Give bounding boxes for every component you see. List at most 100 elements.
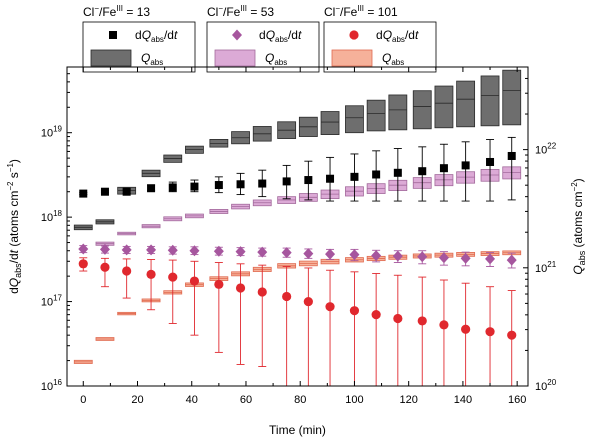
qabs-box-1 <box>434 85 454 129</box>
rate-point-square <box>304 176 313 185</box>
rate-point-square <box>79 189 88 198</box>
qabs-box-1 <box>412 90 432 130</box>
rate-point-diamond <box>485 253 496 265</box>
legend-rate-label: dQabs/dt <box>135 28 178 44</box>
legend-marker-square <box>109 31 117 39</box>
qabs-box-1 <box>388 94 408 131</box>
rate-point-diamond <box>417 251 428 263</box>
x-tick-label: 140 <box>454 394 472 406</box>
rate-point-square <box>418 167 427 176</box>
rate-point-circle <box>349 306 360 316</box>
rate-point-circle <box>257 287 267 297</box>
legend-title-1: Cl−/FeIII = 13 <box>83 4 150 19</box>
rate-point-square <box>461 161 470 170</box>
rate-markers <box>78 151 517 340</box>
rate-point-diamond <box>438 252 449 264</box>
rate-point-diamond <box>325 248 336 260</box>
axes: 0 20 40 60 80 100 120 140 160 Time (min) 1016 1017 1… <box>6 66 587 437</box>
rate-point-circle <box>282 291 292 302</box>
y-tick-label: 1018 <box>41 209 63 224</box>
legend: Cl−/FeIII = 13 dQabs/dt Qabs Cl−/FeIII = 53… <box>82 4 437 73</box>
legend-qabs-label: Qabs <box>265 51 287 67</box>
rate-point-circle <box>371 310 381 320</box>
y2-tick-label: 1020 <box>535 378 557 393</box>
rate-point-circle <box>168 272 178 282</box>
rate-point-square <box>439 164 448 173</box>
rate-point-square <box>372 170 381 179</box>
rate-point-diamond <box>189 245 200 257</box>
qabs-box-1 <box>320 111 340 135</box>
y2-tick-label: 1021 <box>535 260 557 275</box>
y2-axis-label: Qabs (atoms cm−2) <box>570 178 587 274</box>
rate-point-square <box>214 181 223 190</box>
legend-marker-diamond <box>232 29 242 41</box>
rate-point-circle <box>485 327 495 337</box>
legend-rate-label: dQabs/dt <box>376 28 419 44</box>
rate-point-diamond <box>257 246 268 258</box>
rate-point-circle <box>122 266 132 276</box>
rate-point-circle <box>439 320 449 330</box>
rate-point-square <box>326 174 335 183</box>
rate-point-square <box>350 172 359 181</box>
y-tick-label: 1019 <box>41 125 63 140</box>
rate-point-circle <box>235 283 246 293</box>
legend-qabs-label: Qabs <box>141 51 163 67</box>
rate-point-circle <box>146 269 156 279</box>
x-tick-label: 160 <box>508 394 526 406</box>
legend-title-3: Cl−/FeIII = 101 <box>324 4 398 19</box>
rate-point-circle <box>214 279 224 289</box>
legend-marker-circle <box>349 30 359 40</box>
x-tick-label: 60 <box>240 394 252 406</box>
rate-point-circle <box>303 296 313 307</box>
rate-point-diamond <box>460 252 471 264</box>
rate-point-circle <box>461 324 471 334</box>
rate-point-square <box>507 151 516 160</box>
rate-point-diamond <box>78 243 89 255</box>
qabs-box-1 <box>456 80 476 128</box>
y-axis-label: dQabs/dt (atoms cm−2 s−1) <box>6 159 23 294</box>
rate-point-circle <box>507 330 517 340</box>
legend-qabs-swatch <box>214 49 256 67</box>
x-tick-label: 100 <box>345 394 363 406</box>
legend-rate-label: dQabs/dt <box>259 28 302 44</box>
rate-point-circle <box>417 316 427 326</box>
rate-point-diamond <box>99 243 110 255</box>
rate-point-diamond <box>213 245 224 257</box>
rate-point-square <box>258 179 267 188</box>
rate-point-diamond <box>146 244 157 256</box>
rate-point-square <box>282 177 291 186</box>
rate-point-square <box>168 183 177 192</box>
legend-box-2 <box>206 21 320 73</box>
rate-point-square <box>236 180 245 189</box>
rate-point-circle <box>325 302 335 312</box>
y-tick-label: 1016 <box>41 378 63 393</box>
rate-point-square <box>190 182 199 191</box>
y2-tick-label: 1022 <box>535 142 557 157</box>
rate-point-diamond <box>392 250 403 262</box>
rate-point-square <box>122 187 131 196</box>
legend-qabs-swatch <box>331 49 373 67</box>
rate-point-diamond <box>121 244 132 256</box>
rate-point-diamond <box>506 254 517 266</box>
rate-point-diamond <box>371 250 382 262</box>
rate-point-circle <box>100 262 110 272</box>
rate-point-diamond <box>281 247 292 259</box>
qabs-boxes <box>73 69 522 364</box>
x-tick-label: 0 <box>80 394 86 406</box>
x-tick-label: 20 <box>131 394 143 406</box>
rate-point-square <box>393 168 402 177</box>
rate-point-square <box>100 187 109 196</box>
x-axis-label: Time (min) <box>269 423 326 437</box>
plot-frame <box>66 66 529 387</box>
y2-axis-label-group: Qabs (atoms cm−2) <box>570 178 587 274</box>
rate-point-square <box>147 184 156 193</box>
qabs-box-1 <box>502 69 522 126</box>
x-tick-label: 80 <box>294 394 306 406</box>
rate-point-diamond <box>303 248 314 260</box>
y-axis-label-group: dQabs/dt (atoms cm−2 s−1) <box>6 159 23 294</box>
legend-qabs-label: Qabs <box>382 51 404 67</box>
rate-point-circle <box>393 313 403 324</box>
legend-title-2: Cl−/FeIII = 53 <box>207 4 274 19</box>
rate-point-circle <box>189 276 200 286</box>
